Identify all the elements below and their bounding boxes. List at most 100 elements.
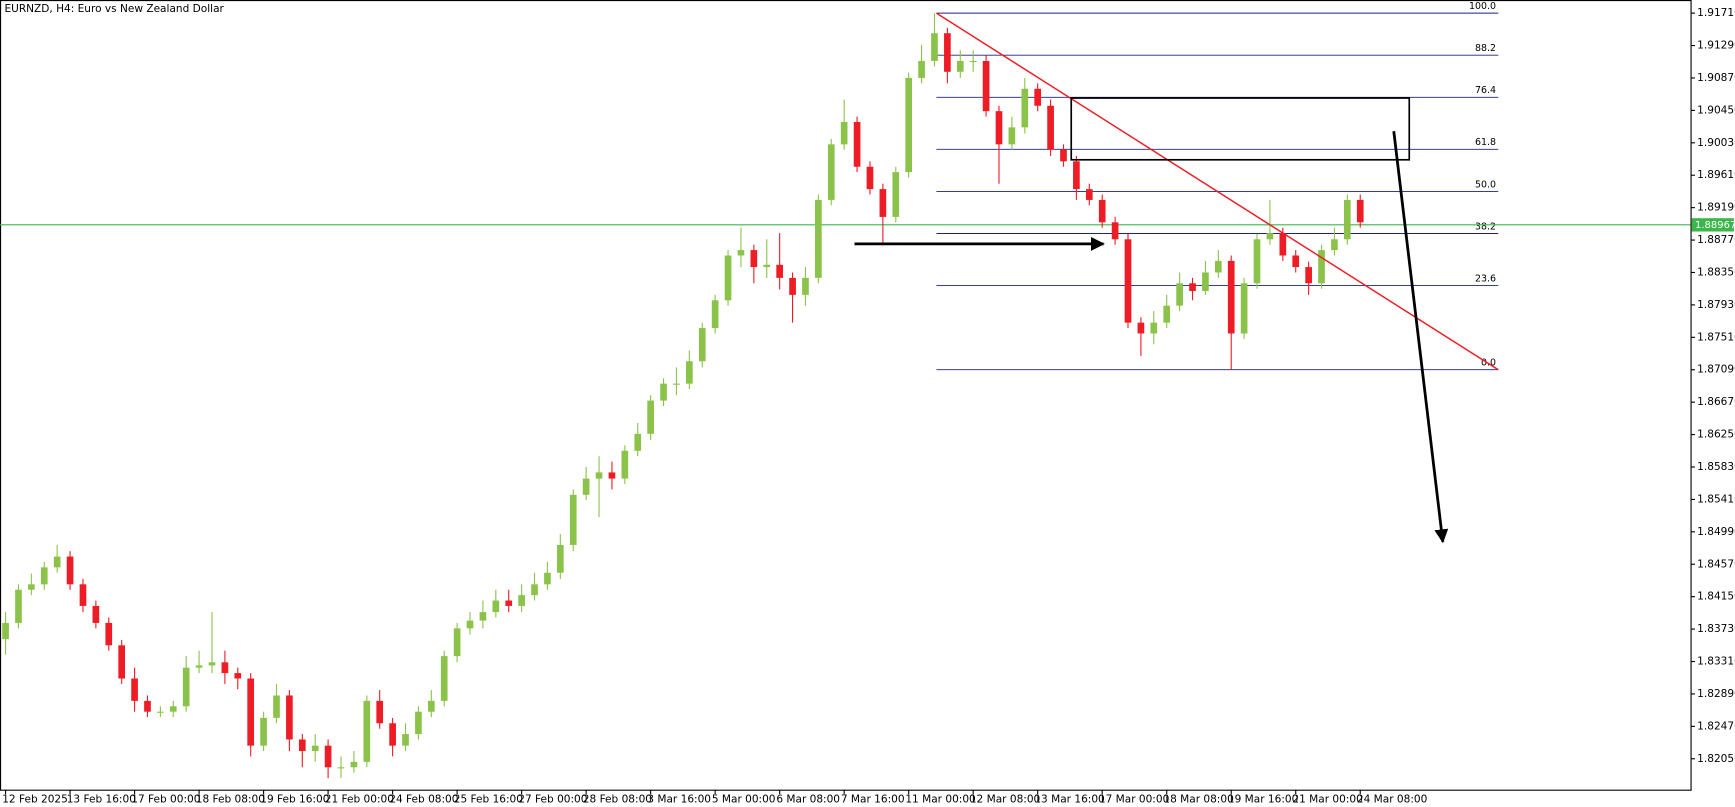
candle-body (1266, 233, 1274, 240)
x-tick-label: 12 Feb 2025 (2, 794, 68, 806)
candle-body (518, 595, 525, 606)
candle-body (1073, 161, 1080, 190)
candle-body (337, 767, 345, 769)
candle-body (995, 111, 1003, 145)
candle-body (544, 572, 551, 585)
candle-body (376, 700, 384, 724)
candle-body (402, 734, 409, 746)
candle-body (1189, 283, 1196, 292)
candle-body (389, 723, 396, 746)
candle-body (453, 628, 461, 657)
x-tick-label: 18 Feb 08:00 (196, 794, 265, 806)
candle-body (505, 600, 513, 606)
candle-body (582, 478, 590, 495)
y-tick-label: 1.83310 (1697, 656, 1735, 668)
candle-body (879, 189, 887, 217)
candle-body (492, 600, 500, 613)
candle-body (182, 667, 190, 707)
candle-body (195, 665, 203, 668)
y-tick-label: 1.88350 (1697, 266, 1735, 278)
fib-label: 100.0 (1469, 1, 1496, 12)
candle-body (286, 695, 293, 740)
candle-body (1060, 149, 1067, 162)
trendline (936, 12, 1499, 371)
candle-body (40, 567, 48, 585)
candle-body (827, 144, 835, 200)
candle-body (1292, 255, 1300, 268)
candle-body (363, 700, 371, 762)
x-tick-label: 18 Mar 08:00 (1163, 794, 1234, 806)
candle-body (556, 544, 564, 573)
x-tick-label: 6 Mar 08:00 (776, 794, 840, 806)
x-tick-label: 27 Feb 00:00 (518, 794, 587, 806)
candle-body (621, 450, 629, 479)
candle-body (208, 662, 216, 666)
candle-body (53, 556, 61, 568)
fib-label: 88.2 (1475, 43, 1496, 54)
candle-body (28, 584, 35, 590)
candle-body (79, 584, 87, 606)
candle-body (1331, 239, 1338, 251)
x-tick-label: 3 Mar 16:00 (647, 794, 711, 806)
candle-body (1085, 189, 1093, 200)
candle-body (324, 745, 332, 768)
y-tick-label: 1.84570 (1697, 558, 1735, 570)
candle-body (221, 662, 229, 674)
chart-title: EURNZD, H4: Euro vs New Zealand Dollar (4, 3, 224, 15)
current-price-label: 1.88967 (1695, 220, 1735, 231)
x-tick-label: 13 Mar 16:00 (1034, 794, 1105, 806)
fib-label: 50.0 (1475, 179, 1496, 190)
fib-label: 38.2 (1475, 221, 1496, 232)
x-tick-label: 25 Feb 16:00 (454, 794, 523, 806)
y-tick-label: 1.90870 (1697, 72, 1735, 84)
candle-body (802, 277, 809, 295)
y-tick-label: 1.82470 (1697, 720, 1735, 732)
candle-body (969, 60, 977, 63)
y-tick-label: 1.87930 (1697, 299, 1735, 311)
candle-body (1343, 199, 1351, 240)
candle-body (634, 433, 642, 451)
candle-body (866, 166, 874, 190)
candle-body (350, 761, 358, 768)
candle-body (982, 60, 990, 112)
y-tick-label: 1.91710 (1697, 7, 1735, 19)
candle-body (595, 472, 603, 479)
candle-body (1163, 305, 1171, 323)
candle-body (118, 645, 126, 679)
candle-body (144, 700, 151, 712)
y-tick-label: 1.89190 (1697, 202, 1735, 214)
y-tick-label: 1.82050 (1697, 753, 1735, 765)
candle-body (92, 605, 100, 623)
y-tick-label: 1.82890 (1697, 688, 1735, 700)
candle-body (853, 121, 861, 167)
x-tick-label: 17 Mar 00:00 (1099, 794, 1170, 806)
candle-body (608, 472, 616, 479)
candle-body (956, 60, 964, 72)
y-tick-label: 1.85830 (1697, 461, 1735, 473)
x-tick-label: 13 Feb 16:00 (67, 794, 136, 806)
x-tick-label: 24 Feb 08:00 (389, 794, 458, 806)
candle-body (1047, 105, 1054, 150)
candle-body (273, 695, 280, 718)
candle-body (234, 673, 242, 679)
candle-body (918, 60, 925, 78)
x-tick-label: 17 Feb 00:00 (131, 794, 200, 806)
candle-body (815, 199, 822, 278)
supply-zone (1070, 97, 1411, 161)
candle-body (1227, 260, 1235, 334)
candle-body (1202, 272, 1209, 292)
x-tick-label: 24 Mar 08:00 (1357, 794, 1428, 806)
candle-body (1356, 199, 1364, 223)
candle-body (1318, 250, 1325, 284)
x-tick-label: 11 Mar 00:00 (905, 794, 976, 806)
x-tick-label: 5 Mar 00:00 (712, 794, 776, 806)
candle-body (1098, 199, 1106, 223)
candle-body (750, 250, 758, 268)
x-tick-label: 7 Mar 16:00 (841, 794, 905, 806)
x-tick-label: 19 Mar 16:00 (1228, 794, 1299, 806)
fib-label: 76.4 (1475, 85, 1496, 96)
candle-body (479, 612, 487, 621)
candle-body (311, 745, 319, 752)
candle-body (2, 622, 9, 640)
